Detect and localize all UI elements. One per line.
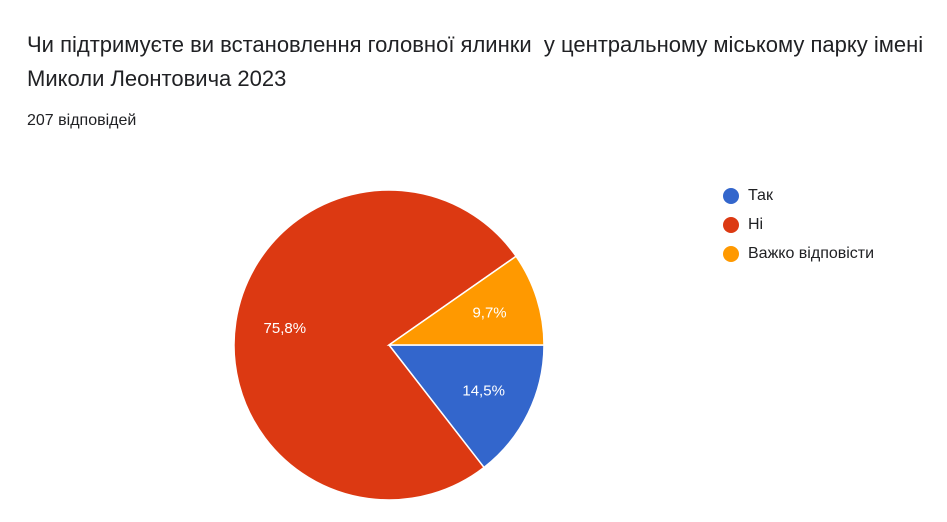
legend-marker	[723, 188, 739, 204]
data-label: 14,5%	[462, 382, 505, 399]
legend-marker	[723, 217, 739, 233]
data-label: 9,7%	[472, 304, 506, 321]
pie-slice	[386, 255, 545, 346]
chart-title: Чи підтримуєте ви встановлення головної …	[27, 32, 930, 91]
pie-slice	[387, 344, 545, 469]
legend-label: Так	[748, 187, 774, 204]
data-label: 75,8%	[264, 320, 307, 337]
legend-marker	[723, 246, 739, 262]
pie-slice	[233, 189, 518, 501]
legend-label: Важко відповісти	[748, 245, 874, 262]
chart-subtitle: 207 відповідей	[27, 112, 137, 129]
legend-label: Ні	[748, 216, 763, 233]
